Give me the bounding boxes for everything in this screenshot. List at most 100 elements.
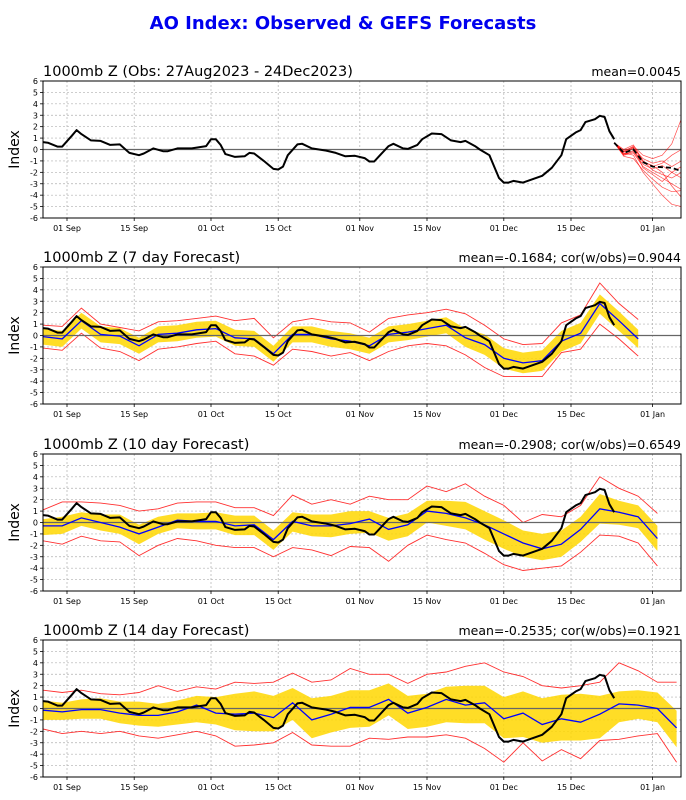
y-axis-label: Index <box>7 316 23 355</box>
x-tick-label: 01 Sep <box>53 410 81 419</box>
y-tick-label: -4 <box>30 564 38 573</box>
observed-line <box>43 673 616 743</box>
ensemble-mean-line <box>613 142 681 173</box>
plot-area <box>43 114 681 207</box>
x-tick-label: 15 Sep <box>120 597 148 606</box>
max-line <box>43 662 677 696</box>
forecast-mean-line <box>43 698 678 729</box>
ensemble-member-line <box>613 142 681 168</box>
x-tick-label: 01 Oct <box>198 224 225 233</box>
plot-area <box>43 662 681 763</box>
x-tick-label: 15 Sep <box>120 224 148 233</box>
y-tick-label: 3 <box>33 484 38 493</box>
y-tick-label: -6 <box>30 214 38 223</box>
plot-frame <box>42 266 682 405</box>
y-tick-label: 1 <box>33 507 38 516</box>
x-tick-label: 01 Sep <box>53 783 81 792</box>
forecast-mean-line <box>43 508 658 550</box>
x-tick-label: 15 Nov <box>413 597 442 606</box>
y-tick-label: 0 <box>33 705 38 714</box>
ensemble-member-line <box>613 142 681 207</box>
x-tick-label: 01 Jan <box>640 410 665 419</box>
x-tick-label: 01 Oct <box>198 783 225 792</box>
y-tick-label: -4 <box>30 377 38 386</box>
x-tick-label: 01 Dec <box>490 410 518 419</box>
x-tick-label: 01 Dec <box>490 597 518 606</box>
ensemble-member-line <box>613 142 681 198</box>
plot-frame <box>42 639 682 778</box>
y-tick-label: 1 <box>33 693 38 702</box>
y-tick-label: -2 <box>30 541 38 550</box>
y-axis-label: Index <box>7 130 23 169</box>
plot-area <box>43 476 681 571</box>
y-tick-label: -5 <box>30 203 38 212</box>
ensemble-member-line <box>613 142 681 193</box>
x-tick-label: 15 Sep <box>120 410 148 419</box>
y-tick-label: 2 <box>33 309 38 318</box>
y-tick-label: 6 <box>33 77 38 86</box>
ensemble-member-line <box>613 142 681 182</box>
y-tick-label: 2 <box>33 123 38 132</box>
panel-title: 1000mb Z (Obs: 27Aug2023 - 24Dec2023) <box>43 64 353 80</box>
ensemble-member-line <box>613 118 681 159</box>
x-tick-label: 15 Dec <box>557 410 585 419</box>
min-line <box>43 534 658 571</box>
panel-1: 1000mb Z (Obs: 27Aug2023 - 24Dec2023) mea… <box>7 64 682 233</box>
y-tick-label: -4 <box>30 191 38 200</box>
y-tick-label: -3 <box>30 180 38 189</box>
x-tick-label: 01 Jan <box>640 224 665 233</box>
x-tick-label: 15 Dec <box>557 597 585 606</box>
x-tick-label: 15 Oct <box>265 224 292 233</box>
ensemble-member-line <box>613 142 681 179</box>
x-tick-label: 15 Oct <box>265 597 292 606</box>
y-tick-label: 4 <box>33 286 38 295</box>
x-tick-label: 01 Nov <box>346 597 375 606</box>
y-tick-label: 2 <box>33 682 38 691</box>
ensemble-member-line <box>613 142 681 179</box>
y-tick-label: 6 <box>33 450 38 459</box>
y-tick-label: 5 <box>33 88 38 97</box>
x-tick-label: 15 Oct <box>265 410 292 419</box>
y-tick-label: 6 <box>33 636 38 645</box>
y-tick-label: -2 <box>30 354 38 363</box>
panel-title: 1000mb Z (14 day Forecast) <box>43 623 249 639</box>
y-tick-label: -3 <box>30 739 38 748</box>
y-tick-label: -5 <box>30 389 38 398</box>
y-tick-label: 0 <box>33 146 38 155</box>
y-tick-label: -2 <box>30 168 38 177</box>
panel-stats: mean=-0.1684; cor(w/obs)=0.9044 <box>458 250 681 265</box>
y-tick-label: -3 <box>30 366 38 375</box>
y-tick-label: -5 <box>30 762 38 771</box>
plot-frame <box>42 80 682 219</box>
y-tick-label: -6 <box>30 773 38 782</box>
y-tick-label: 0 <box>33 519 38 528</box>
y-axis-label: Index <box>7 503 23 542</box>
y-tick-label: -3 <box>30 553 38 562</box>
panel-4: 1000mb Z (14 day Forecast) mean=-0.2535; … <box>7 623 682 792</box>
max-line <box>43 282 639 346</box>
observed-line <box>43 300 616 370</box>
min-line <box>43 323 639 378</box>
y-tick-label: -1 <box>30 157 38 166</box>
x-tick-label: 01 Dec <box>490 783 518 792</box>
y-tick-label: -5 <box>30 576 38 585</box>
y-tick-label: -2 <box>30 727 38 736</box>
x-tick-label: 01 Sep <box>53 597 81 606</box>
y-tick-label: 3 <box>33 297 38 306</box>
max-line <box>43 476 658 524</box>
y-tick-label: -6 <box>30 587 38 596</box>
y-tick-label: -6 <box>30 400 38 409</box>
panel-stats: mean=0.0045 <box>591 64 681 79</box>
x-tick-label: 15 Dec <box>557 783 585 792</box>
y-tick-label: -1 <box>30 530 38 539</box>
min-line <box>43 728 677 763</box>
plot-frame <box>42 453 682 592</box>
y-tick-label: 3 <box>33 111 38 120</box>
x-tick-label: 01 Jan <box>640 597 665 606</box>
y-tick-label: 1 <box>33 320 38 329</box>
y-tick-label: 2 <box>33 496 38 505</box>
y-tick-label: 0 <box>33 332 38 341</box>
observed-line <box>43 487 616 557</box>
panel-title: 1000mb Z (10 day Forecast) <box>43 437 249 453</box>
